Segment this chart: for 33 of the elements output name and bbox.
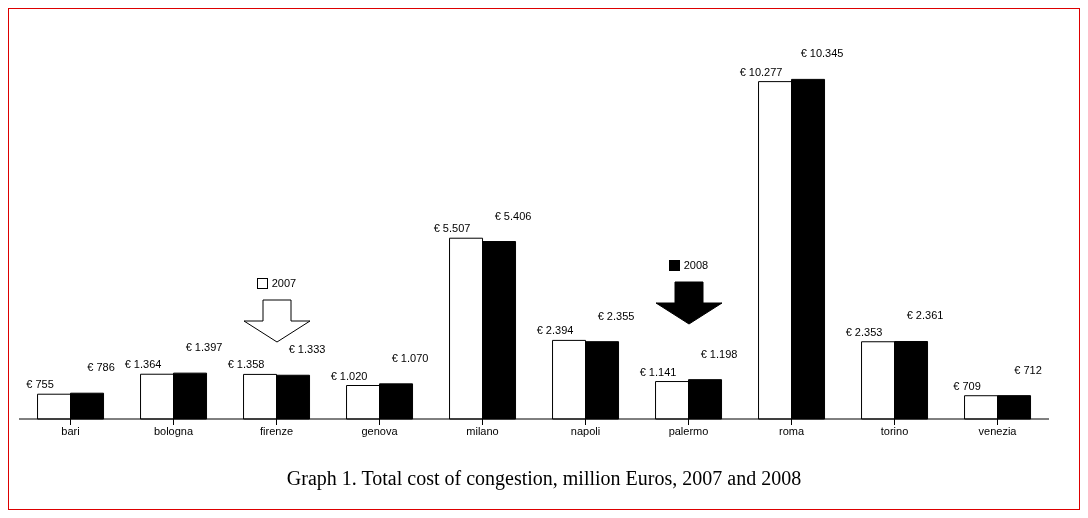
x-tick-label: bologna xyxy=(153,424,194,437)
data-label: € 1.070 xyxy=(391,351,429,364)
data-label: € 1.397 xyxy=(185,341,223,354)
data-label: € 786 xyxy=(87,361,115,374)
data-label: € 2.361 xyxy=(906,309,944,322)
legend-label: 2008 xyxy=(683,259,709,271)
data-label: € 712 xyxy=(1014,363,1042,376)
data-label: € 1.020 xyxy=(330,369,368,382)
x-tick-label: firenze xyxy=(259,424,294,437)
data-label: € 1.141 xyxy=(639,365,677,378)
x-tick-label: palermo xyxy=(668,424,709,437)
data-label: € 5.507 xyxy=(433,222,471,235)
data-label: € 1.358 xyxy=(227,358,265,371)
data-label: € 755 xyxy=(26,378,54,391)
x-tick-label: torino xyxy=(880,424,909,437)
x-tick-label: napoli xyxy=(570,424,601,437)
data-label: € 10.345 xyxy=(800,47,844,60)
legend-label: 2007 xyxy=(271,277,297,289)
data-label: € 1.364 xyxy=(124,358,162,371)
x-tick-label: genova xyxy=(361,424,399,437)
x-tick-label: venezia xyxy=(978,424,1018,437)
data-label: € 2.394 xyxy=(536,324,574,337)
data-label: € 1.333 xyxy=(288,343,326,356)
text: Graph 1. Total cost of congestion, million Euros, 2007 and 2008 xyxy=(285,467,803,490)
x-tick-label: roma xyxy=(778,424,805,437)
data-label: € 1.198 xyxy=(700,347,738,360)
data-label: € 2.353 xyxy=(845,325,883,338)
x-tick-label: milano xyxy=(466,424,499,437)
data-label: € 2.355 xyxy=(597,309,635,322)
data-label: € 10.277 xyxy=(739,65,783,78)
data-label: € 5.406 xyxy=(494,209,532,222)
x-tick-label: bari xyxy=(61,424,80,437)
data-label: € 709 xyxy=(953,379,981,392)
